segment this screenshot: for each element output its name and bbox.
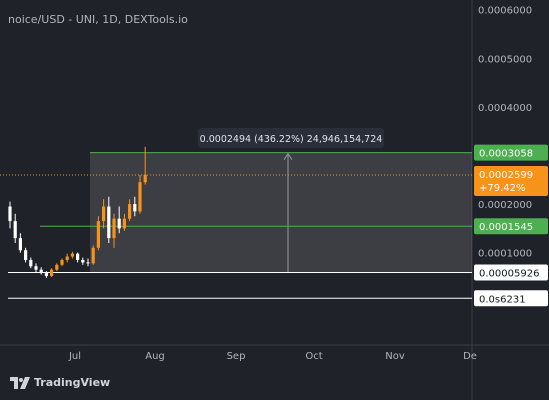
measure-arrow-head [283, 152, 293, 160]
current-price-change: +79.42% [479, 183, 526, 194]
tradingview-logo-icon [10, 376, 30, 389]
candle-body [128, 204, 132, 219]
y-tick-label: 0.0001000 [478, 249, 532, 260]
y-tick-label: 0.0002000 [478, 200, 532, 211]
candle-body [44, 273, 48, 276]
candle-body [55, 264, 59, 270]
current-price-label-bg [474, 165, 548, 196]
candle-body [81, 259, 85, 263]
measure-box [90, 152, 472, 273]
price-line-label-bg [474, 218, 548, 235]
candle-body [18, 238, 22, 251]
candle-body [133, 204, 137, 212]
price-line-label: 0.00005926 [479, 268, 539, 279]
tradingview-logo[interactable]: TradingView [10, 376, 110, 389]
candle-body [143, 174, 147, 183]
candle-body [50, 269, 54, 276]
price-line-label: 0.0003058 [479, 149, 533, 160]
measure-tooltip-bg [198, 128, 384, 148]
candle-body [107, 206, 111, 239]
candle-body [70, 253, 74, 257]
candle-body [65, 256, 69, 260]
price-line-label: 0.0s6231 [479, 294, 526, 305]
candle-body [86, 262, 90, 264]
candle-body [122, 218, 126, 229]
candle-body [76, 253, 80, 260]
candle-body [24, 250, 28, 260]
candle-body [8, 206, 12, 222]
price-line-label-bg [474, 264, 548, 281]
candle-body [39, 269, 43, 274]
tradingview-brand-text: TradingView [34, 376, 111, 389]
x-tick-label: Nov [385, 351, 405, 362]
price-line-label: 0.0001545 [479, 222, 533, 233]
x-tick-label: Jul [68, 351, 81, 362]
current-price-label: 0.0002599 [479, 170, 533, 181]
candle-body [102, 206, 106, 222]
x-tick-label: Oct [305, 351, 322, 362]
y-tick-label: 0.0005000 [478, 54, 532, 65]
x-tick-label: Aug [145, 351, 165, 362]
y-tick-label: 0.0004000 [478, 103, 532, 114]
y-tick-label: 0.0006000 [478, 6, 532, 17]
candle-body [13, 221, 17, 239]
x-tick-label: De [463, 351, 477, 362]
measure-tooltip-text: 0.0002494 (436.22%) 24,946,154,724 [200, 134, 383, 145]
candle-body [60, 259, 64, 265]
candle-body [96, 221, 100, 248]
price-line-label-bg [474, 290, 548, 307]
candle-body [29, 259, 33, 267]
candle-body [91, 247, 95, 264]
price-line-label-bg [474, 144, 548, 161]
candle-body [138, 182, 142, 212]
candle-body [112, 218, 116, 239]
x-tick-label: Sep [227, 351, 246, 362]
chart-title: noice/USD - UNI, 1D, DEXTools.io [8, 13, 188, 26]
candle-body [117, 218, 121, 229]
candle-body [34, 266, 38, 270]
